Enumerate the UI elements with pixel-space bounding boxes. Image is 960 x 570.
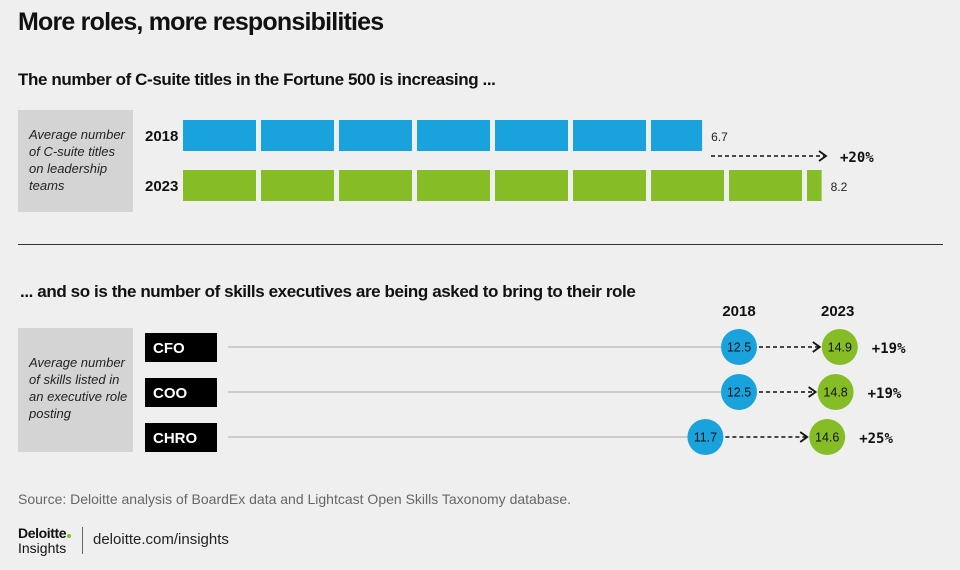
section-divider [18,244,943,245]
role-label: CHRO [153,430,197,447]
bar-segment [261,120,334,151]
section-2-axis-label: Average number of skills listed in an ex… [18,328,133,452]
series-header-2023: 2023 [821,303,854,320]
bar-segment [417,120,490,151]
dot-2023-label: 14.6 [815,431,839,445]
dot-2018 [721,329,757,365]
bar-segment-partial [651,120,703,151]
role-label-box [145,333,217,362]
dot-2018 [687,419,724,455]
role-label: CFO [153,340,185,357]
bar-segment [417,170,490,201]
bar-segment [183,170,256,201]
dot-2018 [721,374,757,410]
logo-brand-text: Deloitte [18,525,67,541]
site-link[interactable]: deloitte.com/insights [93,531,229,548]
bar-year-label: 2018 [145,128,178,145]
series-header-2018: 2018 [722,303,755,320]
chart-title: More roles, more responsibilities [18,8,384,36]
bar-value-label: 8.2 [831,180,848,194]
change-label: +25% [859,431,893,447]
dot-2023-label: 14.9 [828,341,852,355]
dot-2023-label: 14.8 [823,386,847,400]
bar-segment-partial [807,170,822,201]
bar-year-label: 2023 [145,178,178,195]
bar-segment [573,120,646,151]
section-2-title: ... and so is the number of skills execu… [20,282,636,301]
logo-sub-text: Insights [18,540,67,556]
dot-2023 [809,419,846,455]
change-arrow-head [799,431,809,443]
logo-separator [82,527,83,554]
bar-segment [651,170,724,201]
bar-segment [729,170,802,201]
dot-2018-label: 11.7 [694,431,717,445]
bar-segment [183,120,256,151]
change-arrow-head [812,341,822,353]
bar-segment [495,120,568,151]
dot-2023 [821,329,858,365]
deloitte-logo: Deloitte Insights [18,525,72,556]
change-label: +19% [868,386,902,402]
dot-2023 [817,374,854,410]
role-label-box [145,378,217,407]
logo-dot-icon [67,534,72,538]
bar-segment [339,170,412,201]
role-label-box [145,423,217,452]
bar-segment [261,170,334,201]
section-1-title: The number of C-suite titles in the Fort… [18,70,496,89]
section-1-axis-label: Average number of C-suite titles on lead… [18,110,133,212]
bar-value-label: 6.7 [711,130,728,144]
bar-segment [339,120,412,151]
role-label: COO [153,385,188,402]
dot-2018-label: 12.5 [727,341,751,355]
bar-segment [495,170,568,201]
bar-segment [573,170,646,201]
change-arrow-head [808,386,818,398]
change-label: +20% [840,150,874,166]
change-label: +19% [872,341,906,357]
change-arrow-head [818,150,828,162]
source-note: Source: Deloitte analysis of BoardEx dat… [18,491,572,507]
dot-2018-label: 12.5 [727,386,751,400]
